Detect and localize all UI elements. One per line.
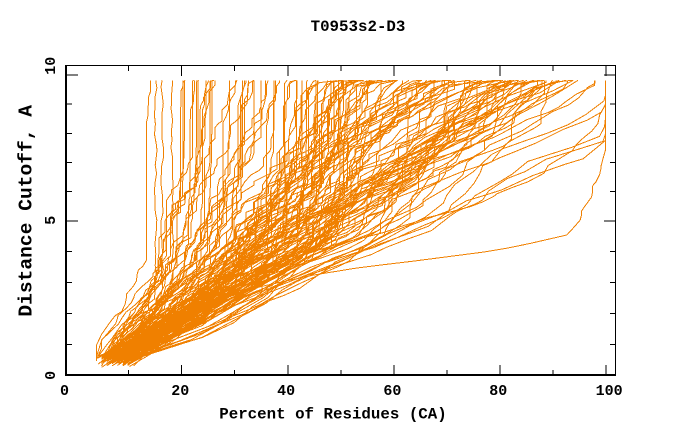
svg-text:Distance Cutoff, A: Distance Cutoff, A bbox=[15, 105, 37, 317]
svg-text:10: 10 bbox=[43, 57, 60, 75]
svg-text:0: 0 bbox=[60, 383, 69, 400]
svg-text:T0953s2-D3: T0953s2-D3 bbox=[311, 18, 406, 36]
svg-text:60: 60 bbox=[383, 383, 401, 400]
svg-text:20: 20 bbox=[171, 383, 189, 400]
svg-text:Percent of Residues (CA): Percent of Residues (CA) bbox=[219, 406, 447, 424]
svg-text:80: 80 bbox=[489, 383, 507, 400]
svg-text:40: 40 bbox=[277, 383, 295, 400]
svg-text:100: 100 bbox=[596, 383, 623, 400]
svg-text:0: 0 bbox=[43, 371, 60, 380]
svg-text:5: 5 bbox=[43, 216, 60, 225]
